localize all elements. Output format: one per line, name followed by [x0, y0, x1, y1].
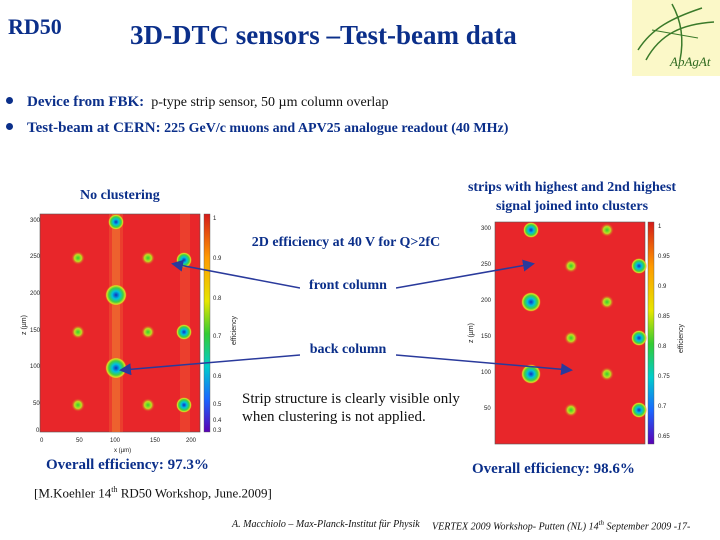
right-cbar-tick: 0.7 [658, 404, 667, 410]
right-cbar-tick: 0.85 [658, 314, 670, 320]
left-x-tick: 50 [76, 438, 83, 444]
efficiency-map-no-clustering: 300 250 200 150 100 50 0 0 50 100 150 20… [21, 213, 238, 454]
bullet-testbeam-text: 225 GeV/c muons and APV25 analogue reado… [164, 121, 509, 136]
left-y-tick: 200 [30, 291, 41, 297]
right-y-tick: 300 [481, 226, 492, 232]
left-cbar-tick: 0.7 [213, 334, 222, 340]
clustering-label-line2: signal joined into clusters [495, 199, 649, 214]
left-cbar-tick: 0.3 [213, 428, 222, 434]
right-y-tick: 150 [481, 334, 492, 340]
strip-structure-note: Strip structure is clearly visible only … [242, 390, 472, 426]
clustering-label-line1: strips with highest and 2nd highest [467, 180, 677, 195]
right-y-tick: 250 [481, 262, 492, 268]
efficiency-2d-label: 2D efficiency at 40 V for Q>2fC [236, 235, 456, 251]
left-y-tick: 50 [33, 401, 40, 407]
left-y-tick: 250 [30, 254, 41, 260]
reference-citation: [M.Koehler 14th RD50 Workshop, June.2009… [34, 485, 272, 501]
bullet-device-text: p-type strip sensor, 50 µm column overla… [151, 95, 389, 110]
left-cbar-tick: 0.4 [213, 418, 222, 424]
left-x-axis-label: x (µm) [114, 448, 131, 454]
front-column-label: front column [300, 278, 396, 294]
left-cbar-tick: 0.6 [213, 374, 222, 380]
right-cbar-tick: 0.9 [658, 284, 667, 290]
right-y-tick: 200 [481, 298, 492, 304]
bullet-device: Device from FBK: p-type strip sensor, 50… [6, 94, 388, 111]
left-y-axis-label: z (µm) [21, 315, 28, 335]
right-y-axis-label: z (µm) [468, 323, 475, 343]
no-clustering-label: No clustering [80, 188, 160, 203]
bullet-dot-icon [6, 123, 13, 131]
left-y-tick: 0 [36, 428, 40, 434]
apagat-logo-text: ApAgAt [669, 54, 711, 69]
left-cbar-tick: 0.9 [213, 256, 222, 262]
left-colorbar-label: efficiency [231, 315, 238, 345]
footer-event-prefix: VERTEX 2009 Workshop- Putten (NL) 14 [432, 521, 599, 533]
left-x-tick: 0 [40, 438, 44, 444]
footer-event-sup: th [598, 519, 605, 527]
right-cbar-tick: 0.8 [658, 344, 667, 350]
left-y-tick: 100 [30, 364, 41, 370]
bullet-dot-icon [6, 97, 13, 105]
footer-event: VERTEX 2009 Workshop- Putten (NL) 14th S… [432, 519, 690, 532]
bullet-testbeam-label: Test-beam at CERN: [27, 120, 161, 136]
rd50-logo: RD50 [8, 14, 62, 39]
right-y-tick: 50 [484, 406, 491, 412]
slide-title: 3D-DTC sensors –Test-beam data [130, 20, 517, 50]
left-cbar-tick: 0.8 [213, 296, 222, 302]
left-y-tick: 150 [30, 328, 41, 334]
footer-event-suffix: September 2009 -17- [604, 521, 691, 533]
left-cbar-tick: 1 [213, 216, 217, 222]
bullet-testbeam: Test-beam at CERN: 225 GeV/c muons and A… [6, 120, 508, 137]
left-x-tick: 100 [110, 438, 121, 444]
left-cbar-tick: 0.5 [213, 402, 222, 408]
apagat-logo: ApAgAt [632, 0, 720, 76]
overall-efficiency-left: Overall efficiency: 97.3% [46, 457, 209, 473]
reference-sup: th [111, 485, 118, 494]
footer-author: A. Macchiolo – Max-Planck-Institut für P… [232, 519, 420, 530]
overall-efficiency-right: Overall efficiency: 98.6% [472, 461, 635, 477]
back-column-label: back column [300, 342, 396, 358]
reference-suffix: RD50 Workshop, June.2009] [117, 485, 272, 501]
bullet-device-label: Device from FBK: [27, 94, 145, 110]
right-cbar-tick: 0.75 [658, 374, 670, 380]
right-colorbar-label: efficiency [678, 323, 685, 353]
clustering-label: strips with highest and 2nd highest sign… [452, 178, 692, 216]
left-x-tick: 150 [150, 438, 161, 444]
left-y-tick: 300 [30, 218, 41, 224]
right-y-tick: 100 [481, 370, 492, 376]
right-cbar-tick: 1 [658, 224, 662, 230]
right-cbar-tick: 0.65 [658, 434, 670, 440]
right-cbar-tick: 0.95 [658, 254, 670, 260]
reference-prefix: [M.Koehler 14 [34, 485, 112, 501]
left-x-tick: 200 [186, 438, 197, 444]
efficiency-map-clustering: 300 250 200 150 100 50 1 0.95 0.9 0.85 0… [468, 221, 685, 445]
